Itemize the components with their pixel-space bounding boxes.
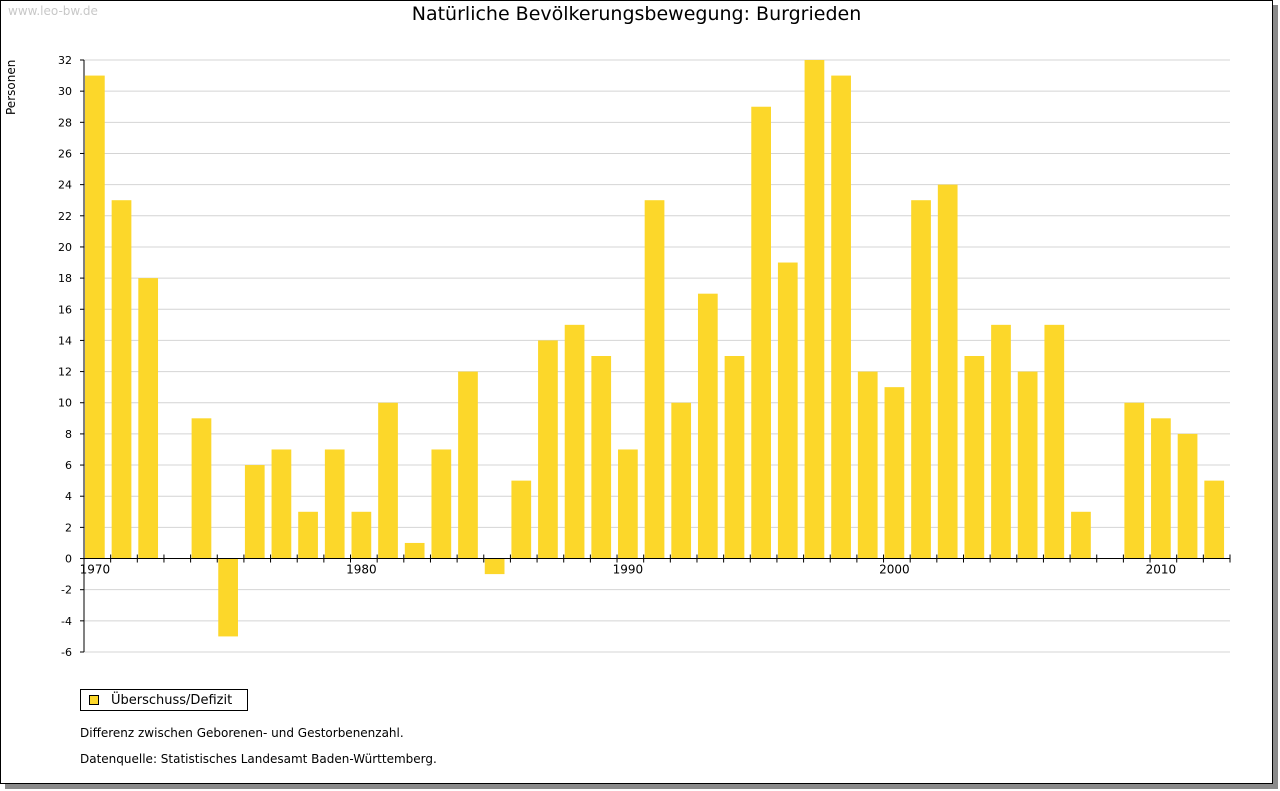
- bar-1984: [458, 371, 478, 559]
- x-tick-label: 1980: [346, 563, 377, 577]
- bar-2009: [1124, 402, 1145, 559]
- y-tick-label: 24: [58, 179, 72, 192]
- bar-1982: [404, 542, 425, 559]
- y-tick-label: -2: [61, 584, 72, 597]
- bar-1992: [671, 402, 692, 559]
- bar-1978: [298, 511, 318, 559]
- bar-1974: [191, 418, 212, 559]
- bar-1988: [564, 324, 585, 559]
- bar-1989: [591, 356, 612, 559]
- y-tick-label: 14: [58, 334, 72, 347]
- legend-label: Überschuss/Defizit: [111, 692, 233, 708]
- y-tick-label: 8: [65, 428, 72, 441]
- y-tick-label: 30: [58, 85, 72, 98]
- y-tick-label: 32: [58, 54, 72, 67]
- y-tick-label: 12: [58, 366, 72, 379]
- watermark: www.leo-bw.de: [8, 4, 98, 18]
- bar-2007: [1071, 511, 1091, 559]
- chart-title: Natürliche Bevölkerungsbewegung: Burgrie…: [411, 3, 862, 25]
- bar-1980: [351, 511, 372, 559]
- bar-1986: [511, 480, 532, 559]
- bar-2003: [964, 356, 985, 559]
- bar-1970: [85, 75, 105, 559]
- note-difference: Differenz zwischen Geborenen- und Gestor…: [80, 726, 404, 740]
- bar-2002: [937, 184, 958, 559]
- x-tick-label: 1970: [80, 563, 111, 577]
- bar-1972: [138, 278, 159, 559]
- y-tick-label: 10: [58, 397, 72, 410]
- bar-1999: [857, 371, 878, 559]
- y-tick-label: 20: [58, 241, 72, 254]
- bar-2005: [1017, 371, 1038, 559]
- x-tick-label: 1990: [613, 563, 644, 577]
- bar-1976: [244, 465, 265, 559]
- y-tick-label: 6: [65, 459, 72, 472]
- bar-2010: [1151, 418, 1171, 559]
- y-tick-label: 28: [58, 116, 72, 129]
- bar-1979: [324, 449, 345, 559]
- bar-1998: [831, 75, 851, 559]
- bar-1993: [697, 293, 718, 559]
- y-tick-label: -6: [61, 646, 72, 659]
- bar-1991: [644, 200, 665, 559]
- bar-2000: [884, 387, 905, 559]
- bar-1975: [218, 558, 238, 637]
- y-tick-label: 18: [58, 272, 72, 285]
- y-tick-label: 26: [58, 147, 72, 160]
- x-tick-label: 2000: [879, 563, 910, 577]
- bar-1983: [431, 449, 452, 559]
- legend-swatch: [89, 695, 99, 705]
- x-tick-label: 2010: [1146, 563, 1177, 577]
- y-tick-label: -4: [61, 615, 72, 628]
- bar-2011: [1177, 433, 1198, 559]
- y-tick-label: 0: [65, 553, 72, 566]
- bar-1996: [777, 262, 798, 559]
- bar-1995: [751, 106, 772, 559]
- bar-1977: [271, 449, 292, 559]
- bar-1981: [378, 402, 398, 559]
- y-tick-label: 16: [58, 303, 72, 316]
- bar-1990: [618, 449, 638, 559]
- bar-1985: [484, 558, 505, 575]
- bar-1994: [724, 356, 745, 559]
- legend: Überschuss/Defizit: [80, 689, 248, 711]
- y-tick-label: 22: [58, 210, 72, 223]
- bar-2006: [1044, 324, 1065, 559]
- bar-1997: [804, 60, 825, 559]
- y-tick-label: 4: [65, 490, 72, 503]
- note-source: Datenquelle: Statistisches Landesamt Bad…: [80, 752, 437, 766]
- bar-2001: [911, 200, 931, 559]
- bar-2012: [1204, 480, 1225, 559]
- bar-2004: [991, 324, 1011, 559]
- bar-1987: [538, 340, 558, 559]
- bar-1971: [111, 200, 132, 559]
- y-tick-label: 2: [65, 521, 72, 534]
